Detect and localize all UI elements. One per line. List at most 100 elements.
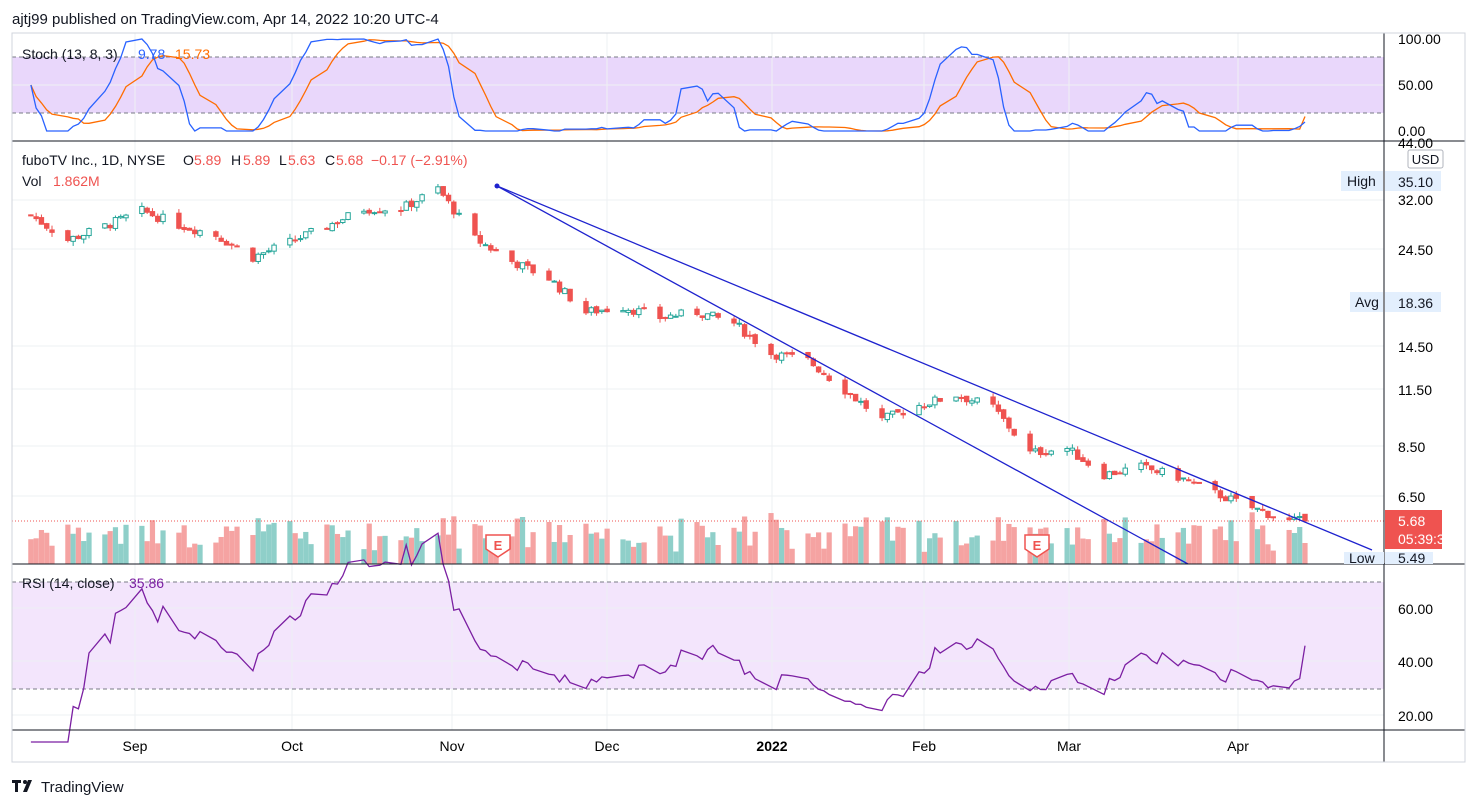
volume-bar — [477, 525, 483, 564]
candle-body — [435, 186, 441, 194]
volume-bar — [414, 528, 420, 564]
rsi-axis-tick: 40.00 — [1398, 654, 1433, 670]
volume-bar — [778, 527, 785, 564]
volume-bar — [514, 518, 520, 564]
volume-bar — [789, 548, 795, 564]
candle-body — [741, 324, 748, 337]
volume-bar — [223, 526, 230, 564]
candle-body — [937, 398, 943, 402]
volume-bar — [445, 534, 452, 564]
rsi-value: 35.86 — [129, 575, 164, 591]
candle-body — [847, 393, 854, 396]
candle-body — [324, 227, 330, 230]
volume-bar — [1001, 540, 1007, 564]
volume-bar — [345, 530, 351, 564]
volume-bar — [879, 521, 885, 564]
ohlc-close-value: 5.68 — [336, 152, 363, 168]
volume-bar — [1154, 524, 1160, 564]
candle-body — [329, 223, 335, 232]
volume-bar — [990, 540, 996, 564]
trendline-upper[interactable] — [496, 185, 1373, 551]
volume-bar — [260, 531, 267, 564]
candle-body — [1265, 510, 1271, 518]
candle-body — [963, 395, 970, 403]
volume-bar — [546, 521, 552, 564]
volume-bar — [583, 523, 589, 564]
candle-body — [144, 207, 150, 213]
volume-bar — [1180, 527, 1187, 564]
volume-bar — [308, 544, 314, 564]
candle-body — [75, 235, 82, 240]
volume-bar — [784, 530, 790, 564]
candle-body — [525, 261, 531, 266]
avg-label: Avg 18.36 — [1350, 292, 1441, 312]
candle-body — [1011, 428, 1017, 436]
rsi-label[interactable]: RSI (14, close) — [22, 575, 115, 591]
candle-body — [260, 252, 267, 256]
earnings-marker-feb[interactable]: E — [1024, 534, 1050, 558]
volume-bar — [324, 524, 330, 564]
volume-bar — [329, 525, 335, 564]
volume-bar — [1048, 543, 1054, 564]
stoch-label[interactable]: Stoch (13, 8, 3) — [22, 46, 118, 62]
volume-bar — [710, 532, 716, 564]
trendline-anchor[interactable] — [494, 183, 500, 189]
candle-body — [345, 212, 351, 220]
candle-body — [990, 396, 996, 405]
candle-body — [123, 214, 129, 219]
price-axis-tick: 24.50 — [1398, 242, 1433, 258]
candle-body — [678, 309, 684, 317]
volume-bar — [816, 532, 822, 564]
trendline-lower[interactable] — [496, 185, 1189, 565]
candle-body — [593, 306, 600, 314]
low-label-text: Low — [1349, 550, 1376, 566]
volume-bar — [1069, 544, 1075, 564]
volume-bar — [641, 542, 647, 564]
candle-body — [562, 288, 568, 295]
candle-body — [118, 215, 124, 219]
ohlc-close-label: C — [325, 152, 335, 168]
candle-body — [884, 412, 891, 421]
volume-bar — [1149, 541, 1155, 564]
volume-bar — [937, 537, 943, 564]
volume-bar — [805, 533, 811, 564]
candle-body — [1101, 463, 1107, 480]
volume-bar — [657, 526, 663, 564]
earnings-marker-nov[interactable]: E — [485, 534, 511, 558]
candle-body — [879, 408, 885, 419]
tradingview-logo-text: TradingView — [41, 779, 124, 796]
candle-body — [192, 229, 198, 235]
volume-bar — [768, 513, 774, 564]
volume-bar — [1075, 527, 1081, 564]
price-axis-tick: 14.50 — [1398, 339, 1433, 355]
volume-bar — [340, 537, 346, 564]
low-value: 5.49 — [1398, 550, 1425, 566]
price-change: −0.17 (−2.91%) — [371, 152, 468, 168]
volume-bar — [1191, 525, 1197, 564]
volume-bar — [731, 527, 737, 564]
volume-bar — [842, 523, 848, 564]
volume-label[interactable]: Vol — [22, 173, 41, 189]
candle-body — [44, 223, 50, 229]
volume-bar — [821, 548, 827, 564]
symbol-line[interactable]: fuboTV Inc., 1D, NYSE — [22, 152, 165, 168]
earnings-marker-label: E — [494, 538, 503, 553]
currency-button[interactable]: USD — [1407, 149, 1444, 169]
volume-bar — [1297, 526, 1303, 564]
candle-body — [1260, 508, 1266, 511]
candle-body — [546, 270, 552, 281]
volume-bar — [287, 521, 293, 564]
volume-bar — [176, 532, 182, 564]
last-price-value: 5.68 — [1398, 513, 1425, 529]
volume-bar — [1122, 517, 1128, 564]
candle-body — [139, 205, 145, 215]
candle-body — [1027, 433, 1033, 452]
stoch-k-value: 9.78 — [138, 46, 165, 62]
volume-bar — [382, 535, 388, 564]
candles — [28, 184, 1308, 523]
candle-body — [694, 308, 700, 316]
volume-bar — [371, 550, 378, 564]
tradingview-logo[interactable]: TradingView — [12, 779, 124, 796]
candle-body — [1222, 496, 1229, 502]
